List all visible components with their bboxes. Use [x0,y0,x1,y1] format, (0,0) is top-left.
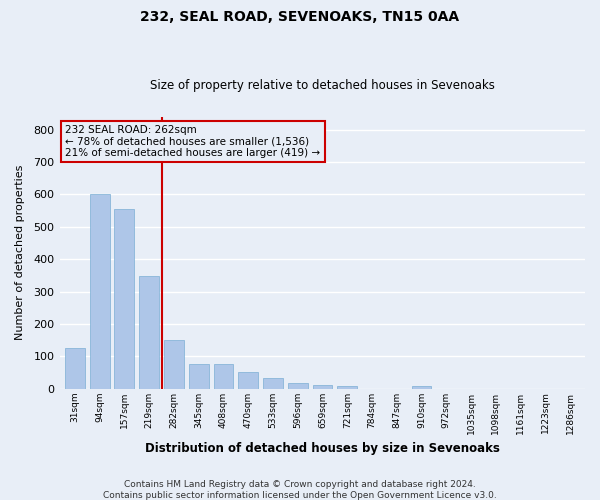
Bar [164,340,184,389]
Bar [412,386,431,389]
Bar [288,384,308,389]
Bar [65,348,85,389]
Bar [90,194,110,389]
Bar [214,364,233,389]
Text: Contains HM Land Registry data © Crown copyright and database right 2024.
Contai: Contains HM Land Registry data © Crown c… [103,480,497,500]
Bar [139,276,159,389]
Bar [189,364,209,389]
Bar [337,386,357,389]
Text: 232, SEAL ROAD, SEVENOAKS, TN15 0AA: 232, SEAL ROAD, SEVENOAKS, TN15 0AA [140,10,460,24]
X-axis label: Distribution of detached houses by size in Sevenoaks: Distribution of detached houses by size … [145,442,500,455]
Y-axis label: Number of detached properties: Number of detached properties [15,165,25,340]
Title: Size of property relative to detached houses in Sevenoaks: Size of property relative to detached ho… [150,79,495,92]
Text: 232 SEAL ROAD: 262sqm
← 78% of detached houses are smaller (1,536)
21% of semi-d: 232 SEAL ROAD: 262sqm ← 78% of detached … [65,125,320,158]
Bar [263,378,283,389]
Bar [313,384,332,389]
Bar [115,209,134,389]
Bar [238,372,258,389]
